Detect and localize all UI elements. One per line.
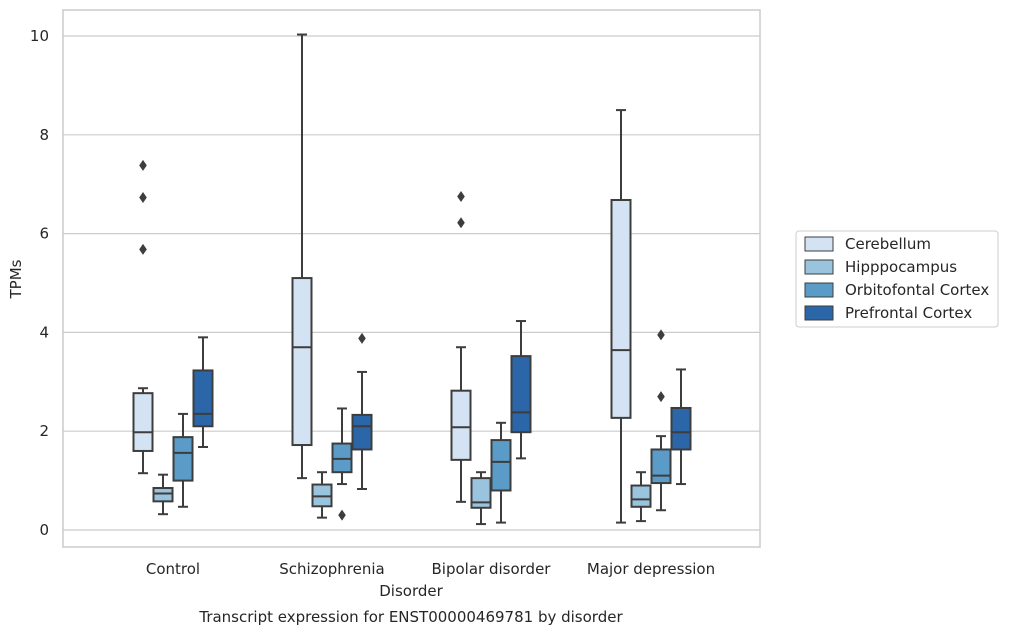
- y-tick-label: 2: [39, 422, 49, 440]
- box-hipppocampus-2: [470, 471, 492, 526]
- boxes: [132, 33, 692, 526]
- box-iqr: [351, 413, 373, 451]
- box-iqr: [152, 487, 174, 503]
- outlier-point: [139, 192, 147, 204]
- y-tick-label: 6: [39, 225, 49, 243]
- y-tick-label: 10: [30, 27, 49, 45]
- legend: Cerebellum Hipppocampus Orbitofontal Corte…: [795, 230, 999, 328]
- legend-frame: [795, 230, 999, 328]
- box-iqr: [470, 477, 492, 509]
- box-prefrontal-cortex-3: [670, 368, 692, 486]
- box-cerebellum-1: [291, 33, 313, 480]
- box-hipppocampus-0: [152, 473, 174, 516]
- x-axis-title: Disorder: [379, 582, 443, 600]
- legend-swatch: [804, 259, 834, 275]
- chart-caption: Transcript expression for ENST0000046978…: [198, 608, 623, 626]
- x-tick-label: Schizophrenia: [279, 560, 384, 578]
- box-orbitofontal-cortex-3: [650, 329, 672, 512]
- outlier-point: [358, 332, 366, 344]
- y-tick-label: 4: [39, 323, 49, 341]
- box-iqr: [630, 484, 652, 508]
- box-orbitofontal-cortex-0: [172, 412, 194, 508]
- box-iqr: [610, 199, 632, 419]
- y-tick-label: 0: [39, 521, 49, 539]
- box-iqr: [291, 277, 313, 447]
- box-cerebellum-2: [450, 191, 472, 503]
- y-axis-title: TPMs: [7, 259, 25, 299]
- outlier-point: [139, 243, 147, 255]
- outlier-point: [338, 509, 346, 521]
- legend-label: Hipppocampus: [845, 258, 957, 276]
- box-prefrontal-cortex-0: [192, 336, 214, 449]
- box-cerebellum-3: [610, 109, 632, 524]
- box-hipppocampus-3: [630, 471, 652, 523]
- legend-swatch: [804, 305, 834, 321]
- y-axis-ticks: 0 2 4 6 8 10: [30, 27, 49, 539]
- box-iqr: [192, 369, 214, 428]
- box-prefrontal-cortex-1: [351, 332, 373, 490]
- x-axis-ticks: Control Schizophrenia Bipolar disorder Majo…: [146, 560, 715, 578]
- box-orbitofontal-cortex-2: [490, 421, 512, 524]
- outlier-point: [139, 159, 147, 171]
- box-iqr: [650, 448, 672, 485]
- x-tick-label: Bipolar disorder: [432, 560, 552, 578]
- outlier-point: [457, 191, 465, 203]
- gridlines: [63, 35, 760, 531]
- box-iqr: [490, 439, 512, 492]
- legend-label: Prefrontal Cortex: [845, 304, 972, 322]
- x-tick-label: Major depression: [587, 560, 715, 578]
- box-iqr: [670, 406, 692, 451]
- outlier-point: [657, 329, 665, 341]
- box-orbitofontal-cortex-1: [331, 407, 353, 521]
- x-tick-label: Control: [146, 560, 200, 578]
- legend-swatch: [804, 236, 834, 252]
- box-prefrontal-cortex-2: [510, 320, 532, 460]
- box-iqr: [450, 389, 472, 461]
- legend-label: Cerebellum: [845, 235, 931, 253]
- box-iqr: [172, 436, 194, 482]
- legend-swatch: [804, 282, 834, 298]
- outlier-point: [457, 217, 465, 229]
- box-hipppocampus-1: [311, 471, 333, 519]
- box-cerebellum-0: [132, 159, 154, 475]
- y-tick-label: 8: [39, 126, 49, 144]
- outlier-point: [657, 391, 665, 403]
- box-iqr: [510, 355, 532, 434]
- box-iqr: [132, 392, 154, 452]
- legend-label: Orbitofontal Cortex: [845, 281, 989, 299]
